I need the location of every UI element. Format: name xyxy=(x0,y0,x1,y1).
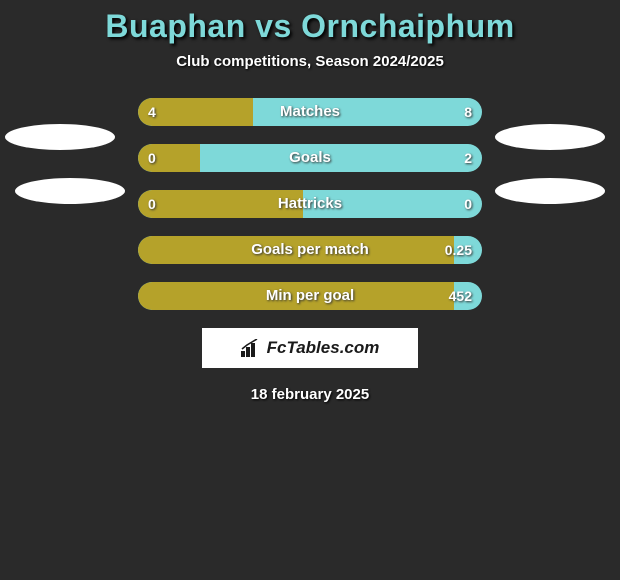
stat-value-right: 2 xyxy=(464,144,472,172)
comparison-card: Buaphan vs Ornchaiphum Club competitions… xyxy=(0,0,620,580)
stat-bar: Goals per match0.25 xyxy=(138,236,482,264)
stat-row: 4Matches8 xyxy=(0,98,620,126)
subtitle: Club competitions, Season 2024/2025 xyxy=(0,53,620,70)
stat-bar: 4Matches8 xyxy=(138,98,482,126)
stat-row: Min per goal452 xyxy=(0,282,620,310)
stats-list: 4Matches8 0Goals2 0Hattricks0 Goals per mat… xyxy=(0,98,620,310)
date-label: 18 february 2025 xyxy=(0,386,620,403)
brand-label: FcTables.com xyxy=(241,338,380,358)
stat-value-left: 0 xyxy=(148,190,156,218)
stat-value-right: 452 xyxy=(449,282,472,310)
stat-value-left: 0 xyxy=(148,144,156,172)
stat-bar: Min per goal452 xyxy=(138,282,482,310)
stat-value-right: 8 xyxy=(464,98,472,126)
stat-bar-fill-left xyxy=(138,282,454,310)
stat-row: 0Goals2 xyxy=(0,144,620,172)
stat-bar: 0Hattricks0 xyxy=(138,190,482,218)
stat-row: 0Hattricks0 xyxy=(0,190,620,218)
stat-bar-fill-left xyxy=(138,190,303,218)
stat-value-right: 0.25 xyxy=(445,236,472,264)
page-title: Buaphan vs Ornchaiphum xyxy=(0,0,620,45)
stat-bar-fill-left xyxy=(138,236,454,264)
stat-row: Goals per match0.25 xyxy=(0,236,620,264)
brand-badge[interactable]: FcTables.com xyxy=(202,328,418,368)
stat-value-right: 0 xyxy=(464,190,472,218)
brand-text: FcTables.com xyxy=(267,338,380,358)
stat-bar: 0Goals2 xyxy=(138,144,482,172)
chart-icon xyxy=(241,339,263,357)
stat-value-left: 4 xyxy=(148,98,156,126)
